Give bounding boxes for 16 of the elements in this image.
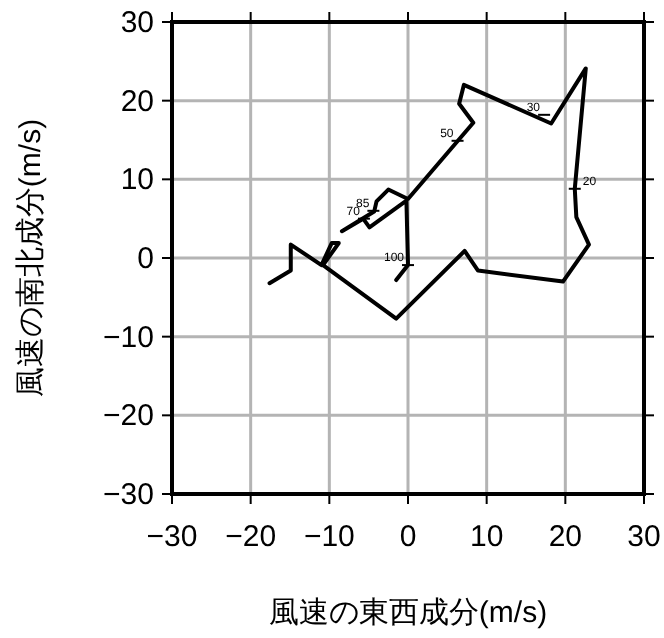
- y-tick-label: 20: [120, 84, 154, 119]
- x-tick-label: 10: [469, 520, 504, 554]
- x-tick-label: 30: [627, 520, 661, 554]
- y-axis-title: 風速の南北成分(m/s): [14, 118, 48, 398]
- x-tick-label: −30: [146, 520, 198, 554]
- x-tick-label: −10: [303, 520, 355, 554]
- y-tick-label: −10: [103, 320, 154, 355]
- y-tick-label: 10: [120, 163, 154, 198]
- y-tick-label: −20: [103, 399, 154, 434]
- x-tick-label: 0: [399, 520, 417, 554]
- x-tick-label: 20: [548, 520, 583, 554]
- y-tick-label: −30: [103, 478, 154, 512]
- y-tick-label: 30: [120, 6, 154, 40]
- y-tick-label: 0: [137, 242, 154, 276]
- x-tick-label: −20: [225, 520, 277, 554]
- x-axis-title: 風速の東西成分(m/s): [268, 596, 548, 630]
